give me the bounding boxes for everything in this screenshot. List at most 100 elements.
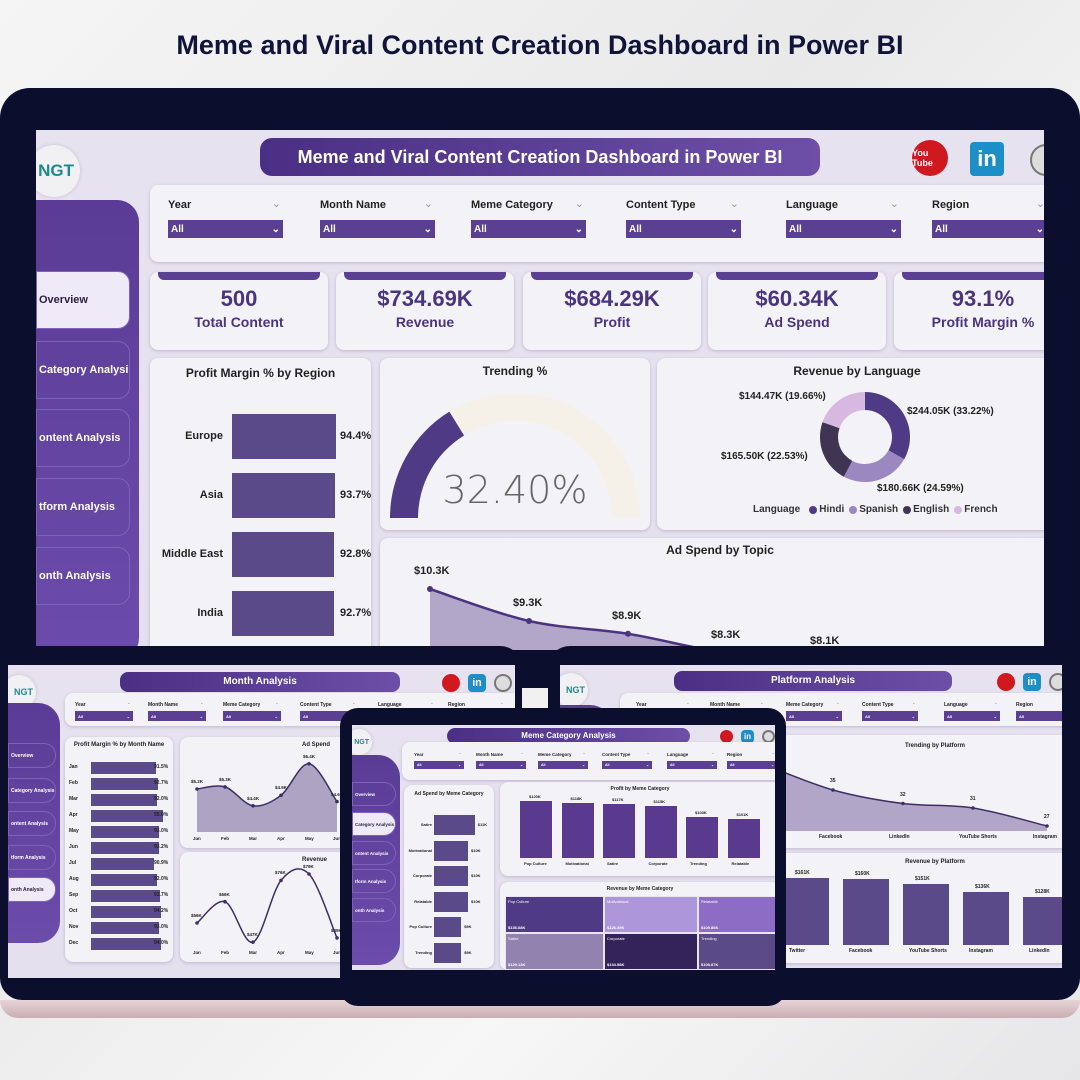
filter-dropdown[interactable]: All⌄ xyxy=(944,711,1000,721)
bar-category-label: Middle East xyxy=(161,548,223,560)
youtube-icon[interactable] xyxy=(997,673,1015,691)
filter-dropdown[interactable]: All⌄ xyxy=(626,220,741,238)
youtube-icon[interactable] xyxy=(720,730,733,743)
bar-category-label: India xyxy=(197,607,223,619)
treemap-tile[interactable]: Relatable $109.86K xyxy=(698,896,775,933)
filter-dropdown[interactable]: All⌄ xyxy=(602,761,652,769)
x-tick-label: May xyxy=(305,950,314,955)
legend-item[interactable]: French xyxy=(954,504,998,515)
x-tick-label: Instagram xyxy=(1033,834,1057,840)
screen-header: Month Analysis xyxy=(120,672,400,692)
nav-item-ontent-analysis[interactable]: ontent Analysis xyxy=(8,811,56,836)
bar-value-label: $160K xyxy=(855,871,870,877)
chart-title: Ad Spend xyxy=(302,742,330,748)
data-label: $4.6 xyxy=(331,791,340,797)
linkedin-icon[interactable]: in xyxy=(741,730,754,743)
filter-dropdown[interactable]: All⌄ xyxy=(786,220,901,238)
bar xyxy=(91,810,163,822)
filter-label: Meme Category xyxy=(223,702,261,708)
globe-icon[interactable] xyxy=(1030,144,1044,176)
legend-item[interactable]: English xyxy=(903,504,949,515)
youtube-icon[interactable]: You Tube xyxy=(912,140,948,176)
chart-title: Ad Spend by Meme Category xyxy=(414,791,484,797)
nav-item-category-analysis[interactable]: Category Analysis xyxy=(36,341,130,399)
x-tick-label: Apr xyxy=(277,836,285,841)
bar-value-label: 94.2% xyxy=(154,908,169,914)
x-tick-label: Corporate xyxy=(648,861,668,866)
filter-dropdown[interactable]: All⌄ xyxy=(223,711,281,721)
filter-dropdown[interactable]: All⌄ xyxy=(414,761,464,769)
linkedin-icon[interactable]: in xyxy=(970,142,1004,176)
bar-category-label: Satire xyxy=(420,822,432,827)
linkedin-icon[interactable]: in xyxy=(1023,673,1041,691)
filter-region: Region⌄All⌄ xyxy=(932,198,1044,238)
ngt-logo: NGT xyxy=(560,673,588,707)
chevron-down-icon: ⌄ xyxy=(351,700,356,706)
globe-icon[interactable] xyxy=(494,674,512,692)
treemap-tile[interactable]: Satire $129.13K xyxy=(505,933,604,970)
filter-dropdown[interactable]: All⌄ xyxy=(786,711,842,721)
filter-dropdown[interactable]: All⌄ xyxy=(476,761,526,769)
ngt-logo: NGT xyxy=(352,729,372,755)
filter-dropdown[interactable]: All⌄ xyxy=(148,711,206,721)
nav-item-ontent-analysis[interactable]: ontent Analysis xyxy=(352,841,396,865)
logo-text: NGT xyxy=(38,161,74,180)
filter-dropdown[interactable]: All⌄ xyxy=(75,711,133,721)
bar xyxy=(903,883,949,945)
nav-item-onth-analysis[interactable]: onth Analysis xyxy=(352,898,396,922)
treemap-tile[interactable]: Pop Culture $136.68K xyxy=(505,896,604,933)
nav-item-category-analysis[interactable]: Category Analysis xyxy=(8,778,56,803)
filter-label: Content Type xyxy=(862,702,894,708)
filter-region: Region⌄All⌄ xyxy=(1016,702,1062,721)
trending-gauge xyxy=(390,393,640,518)
legend-item[interactable]: Hindi xyxy=(809,504,844,515)
nav-item-tform-analysis[interactable]: tform Analysis xyxy=(36,478,130,536)
filter-dropdown[interactable]: All⌄ xyxy=(1016,711,1062,721)
profit-margin-by-month-card: Profit Margin % by Month Name Jan 91.5% Feb… xyxy=(65,737,173,962)
globe-icon[interactable] xyxy=(1049,673,1062,691)
linkedin-icon[interactable]: in xyxy=(468,674,486,692)
filter-dropdown[interactable]: All⌄ xyxy=(667,761,717,769)
filter-dropdown[interactable]: All⌄ xyxy=(932,220,1044,238)
data-label: 27 xyxy=(1044,814,1050,820)
filter-label: Content Type xyxy=(626,199,696,211)
filter-dropdown[interactable]: All⌄ xyxy=(320,220,435,238)
bar xyxy=(91,762,156,774)
chevron-down-icon: ⌄ xyxy=(993,700,998,706)
nav-item-overview[interactable]: Overview xyxy=(36,271,130,329)
nav-item-onth-analysis[interactable]: onth Analysis xyxy=(36,547,130,605)
bar-value-label: $120K xyxy=(529,794,541,799)
nav-item-overview[interactable]: Overview xyxy=(8,743,56,768)
filter-dropdown[interactable]: All⌄ xyxy=(168,220,283,238)
nav-item-category-analysis[interactable]: Category Analysis xyxy=(352,812,396,836)
nav-item-ontent-analysis[interactable]: ontent Analysis xyxy=(36,409,130,467)
data-point xyxy=(223,785,227,789)
youtube-icon[interactable] xyxy=(442,674,460,692)
chevron-down-icon: ⌄ xyxy=(520,750,524,755)
nav-item-tform-analysis[interactable]: tform Analysis xyxy=(352,869,396,893)
treemap-tile[interactable]: Corporate $134.58K xyxy=(604,933,698,970)
bar-category-label: Aug xyxy=(69,876,79,882)
nav-item-onth-analysis[interactable]: onth Analysis xyxy=(8,877,56,902)
chevron-down-icon: ⌄ xyxy=(423,223,432,235)
treemap-tile[interactable]: Motivational $126.39K xyxy=(604,896,698,933)
data-point xyxy=(1045,824,1049,828)
filter-label: Year xyxy=(636,702,647,708)
legend-item[interactable]: Spanish xyxy=(849,504,898,515)
treemap-tile[interactable]: Trending $108.87K xyxy=(698,933,775,970)
bar-value-label: $11K xyxy=(477,822,488,827)
nav-item-overview[interactable]: Overview xyxy=(352,782,396,806)
filter-dropdown[interactable]: All⌄ xyxy=(727,761,775,769)
bar-value-label: 92.7% xyxy=(154,780,169,786)
tile-value: $108.87K xyxy=(701,962,719,967)
filter-meme-category: Meme Category ⌄ All ⌄ xyxy=(223,700,281,721)
nav-item-tform-analysis[interactable]: tform Analysis xyxy=(8,845,56,870)
kpi-card: $684.29K Profit xyxy=(523,272,701,350)
chevron-down-icon: ⌄ xyxy=(199,700,204,706)
data-label: $56K xyxy=(191,913,202,918)
filter-dropdown[interactable]: All⌄ xyxy=(538,761,588,769)
filter-dropdown[interactable]: All⌄ xyxy=(471,220,586,238)
filter-dropdown[interactable]: All⌄ xyxy=(862,711,918,721)
bar-category-label: Feb xyxy=(69,780,78,786)
bar-value-label: $9K xyxy=(464,924,472,929)
